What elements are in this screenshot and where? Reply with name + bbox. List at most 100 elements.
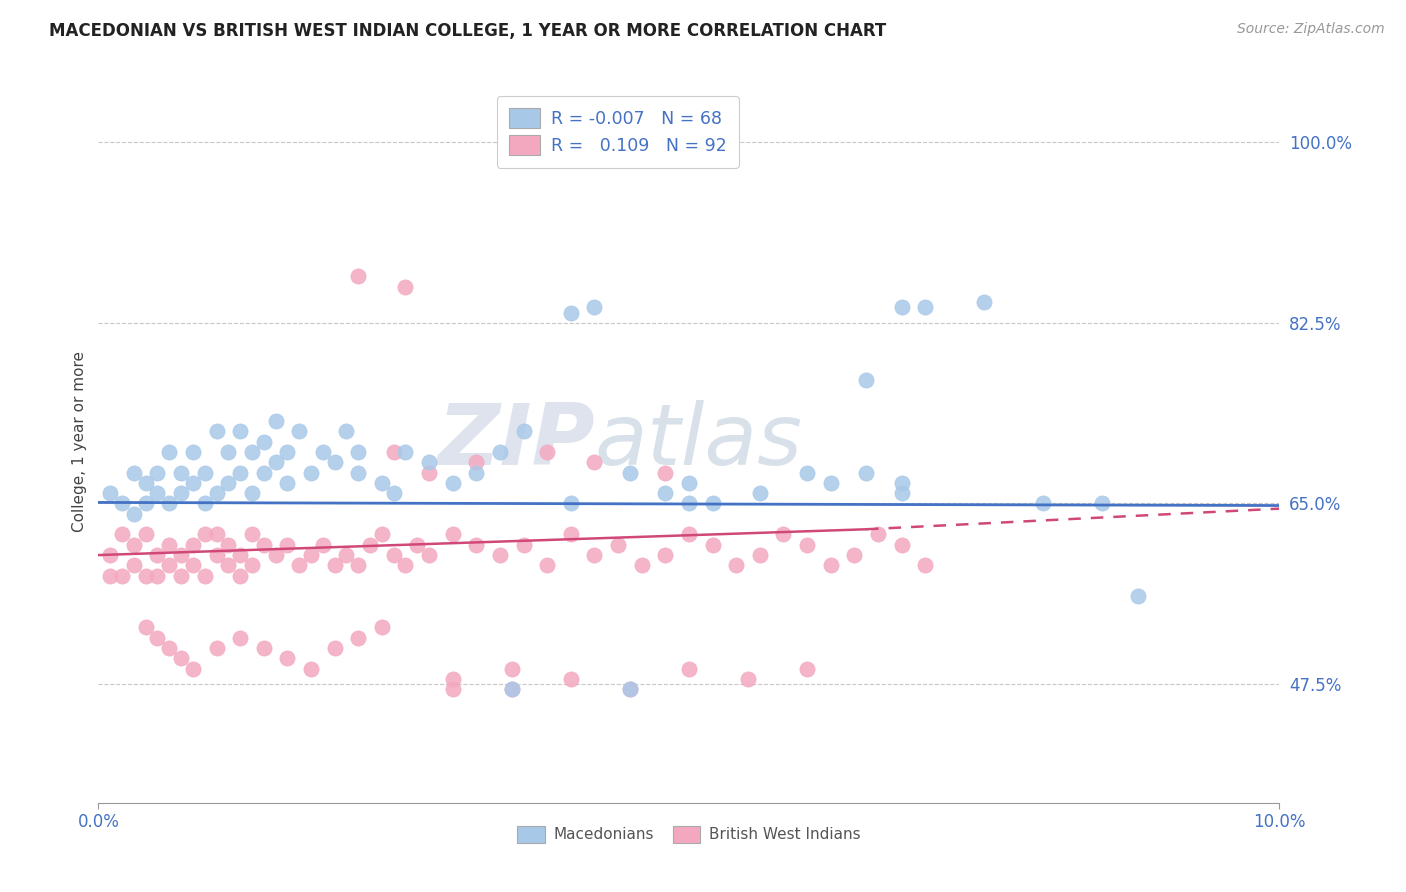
Point: [820, 475, 842, 490]
Point: [229, 466, 252, 480]
Text: atlas: atlas: [595, 400, 803, 483]
Point: [607, 538, 630, 552]
Point: [157, 445, 180, 459]
Point: [465, 538, 488, 552]
Point: [1126, 590, 1149, 604]
Text: ZIP: ZIP: [437, 400, 595, 483]
Point: [122, 507, 145, 521]
Point: [418, 548, 440, 562]
Point: [536, 445, 558, 459]
Point: [323, 640, 346, 655]
Point: [973, 295, 995, 310]
Point: [217, 475, 239, 490]
Point: [229, 424, 252, 438]
Point: [111, 496, 134, 510]
Point: [253, 466, 276, 480]
Point: [382, 445, 405, 459]
Point: [146, 548, 169, 562]
Point: [146, 568, 169, 582]
Point: [98, 568, 121, 582]
Point: [441, 672, 464, 686]
Point: [465, 455, 488, 469]
Point: [194, 568, 217, 582]
Point: [194, 466, 217, 480]
Point: [855, 373, 877, 387]
Point: [382, 486, 405, 500]
Point: [170, 486, 193, 500]
Point: [157, 558, 180, 573]
Point: [654, 548, 676, 562]
Point: [240, 527, 263, 541]
Point: [489, 445, 512, 459]
Point: [678, 475, 700, 490]
Point: [678, 496, 700, 510]
Point: [335, 548, 357, 562]
Point: [229, 568, 252, 582]
Point: [276, 445, 298, 459]
Point: [240, 558, 263, 573]
Point: [914, 301, 936, 315]
Point: [583, 301, 606, 315]
Point: [394, 279, 416, 293]
Point: [583, 548, 606, 562]
Point: [181, 662, 204, 676]
Point: [560, 305, 582, 319]
Point: [111, 527, 134, 541]
Point: [583, 455, 606, 469]
Point: [181, 445, 204, 459]
Point: [855, 466, 877, 480]
Point: [501, 682, 523, 697]
Point: [170, 466, 193, 480]
Point: [135, 475, 157, 490]
Point: [288, 424, 311, 438]
Point: [276, 475, 298, 490]
Point: [181, 558, 204, 573]
Point: [536, 558, 558, 573]
Point: [1032, 496, 1054, 510]
Point: [181, 538, 204, 552]
Point: [347, 466, 370, 480]
Point: [382, 548, 405, 562]
Point: [406, 538, 429, 552]
Point: [205, 548, 228, 562]
Y-axis label: College, 1 year or more: College, 1 year or more: [72, 351, 87, 532]
Point: [170, 651, 193, 665]
Point: [347, 631, 370, 645]
Point: [914, 558, 936, 573]
Point: [619, 682, 641, 697]
Point: [465, 466, 488, 480]
Point: [181, 475, 204, 490]
Point: [299, 466, 322, 480]
Point: [678, 527, 700, 541]
Point: [240, 486, 263, 500]
Point: [820, 558, 842, 573]
Point: [441, 475, 464, 490]
Point: [748, 548, 770, 562]
Point: [157, 496, 180, 510]
Point: [323, 558, 346, 573]
Point: [253, 538, 276, 552]
Legend: Macedonians, British West Indians: Macedonians, British West Indians: [510, 820, 868, 849]
Point: [501, 662, 523, 676]
Point: [418, 466, 440, 480]
Point: [654, 466, 676, 480]
Point: [347, 445, 370, 459]
Point: [111, 568, 134, 582]
Point: [335, 424, 357, 438]
Point: [323, 455, 346, 469]
Point: [796, 466, 818, 480]
Text: MACEDONIAN VS BRITISH WEST INDIAN COLLEGE, 1 YEAR OR MORE CORRELATION CHART: MACEDONIAN VS BRITISH WEST INDIAN COLLEG…: [49, 22, 886, 40]
Point: [135, 527, 157, 541]
Point: [135, 620, 157, 634]
Point: [702, 496, 724, 510]
Point: [866, 527, 889, 541]
Point: [276, 651, 298, 665]
Point: [170, 548, 193, 562]
Point: [312, 538, 335, 552]
Point: [725, 558, 748, 573]
Point: [359, 538, 381, 552]
Point: [205, 527, 228, 541]
Point: [98, 548, 121, 562]
Point: [441, 682, 464, 697]
Point: [264, 548, 287, 562]
